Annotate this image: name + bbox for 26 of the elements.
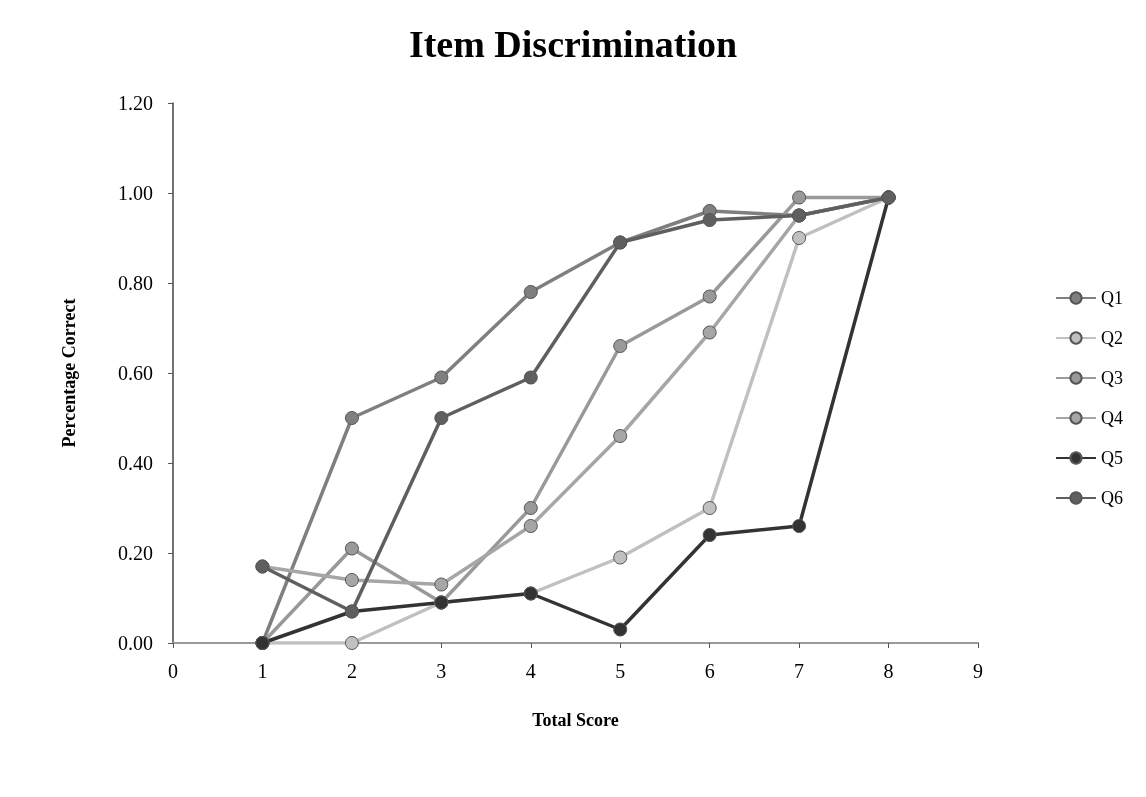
x-tick-label: 5 <box>615 660 626 682</box>
x-tick-label: 7 <box>794 660 805 682</box>
x-tick-label: 8 <box>883 660 894 682</box>
chart-title: Item Discrimination <box>408 23 738 65</box>
legend-label: Q5 <box>1101 448 1123 468</box>
y-tick-label: 0.40 <box>118 452 153 474</box>
legend-label: Q1 <box>1101 288 1123 308</box>
x-tick-label: 0 <box>168 660 178 682</box>
x-tick-label: 2 <box>346 660 357 682</box>
x-tick-label: 4 <box>525 660 536 682</box>
legend-label: Q2 <box>1101 328 1123 348</box>
x-tick-label: 6 <box>704 660 715 682</box>
y-axis-title: Percentage Correct <box>59 298 79 448</box>
y-tick-label: 0.20 <box>118 542 153 564</box>
legend-label: Q3 <box>1101 368 1123 388</box>
x-tick-label: 3 <box>436 660 447 682</box>
x-tick-label: 9 <box>973 660 983 682</box>
y-tick-label: 0.80 <box>118 272 153 294</box>
legend-label: Q6 <box>1101 488 1123 508</box>
y-tick-label: 1.00 <box>118 182 153 204</box>
y-tick-label: 1.20 <box>118 92 153 114</box>
x-tick-label: 1 <box>257 660 268 682</box>
x-axis-title: Total Score <box>532 710 619 730</box>
y-tick-label: 0.60 <box>118 362 153 384</box>
legend-label: Q4 <box>1101 408 1123 428</box>
y-tick-label: 0.00 <box>118 632 153 654</box>
